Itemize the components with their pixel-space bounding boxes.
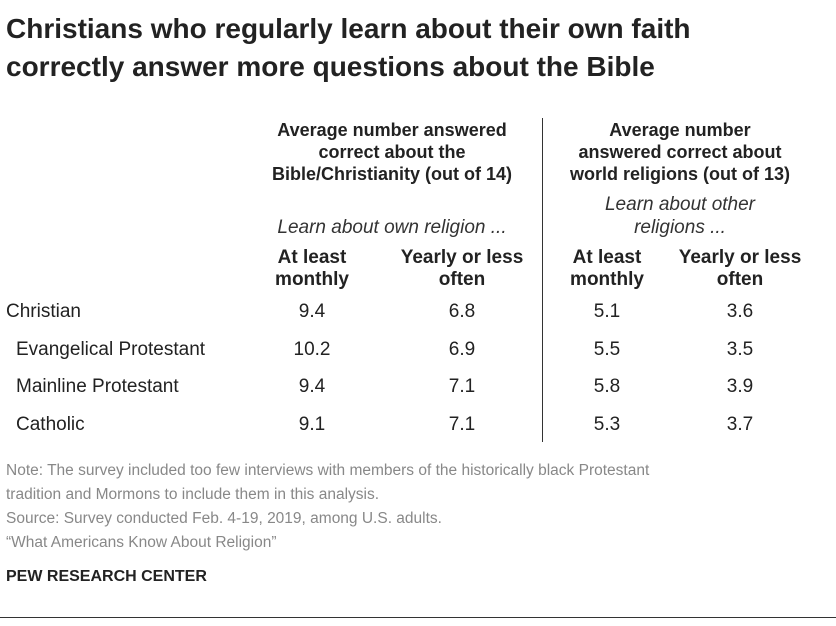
note: Note: The survey included too few interv…: [6, 462, 650, 479]
cell-value: 7.1: [448, 413, 476, 435]
cell-value: 5.8: [593, 376, 621, 397]
cell-value: 9.4: [298, 301, 326, 322]
row-label: Evangelical Protestant: [16, 338, 206, 360]
group-header: answered correct about: [578, 142, 782, 162]
group-header: correct about the: [318, 142, 466, 162]
column-header: Yearly or less: [678, 247, 802, 268]
cell-value: 3.5: [726, 338, 754, 360]
column-header: Yearly or less: [400, 247, 524, 268]
cell-value: 3.7: [726, 413, 754, 435]
footer: PEW RESEARCH CENTER: [6, 568, 207, 585]
title: correctly answer more questions about th…: [6, 51, 655, 82]
cell-value: 9.4: [298, 376, 326, 397]
cell-value: 3.6: [726, 301, 754, 322]
cell-value: 5.1: [593, 301, 621, 322]
note: Source: Survey conducted Feb. 4-19, 2019…: [6, 510, 442, 527]
note: “What Americans Know About Religion”: [6, 534, 277, 551]
title: Christians who regularly learn about the…: [6, 13, 691, 44]
divider: [542, 118, 543, 442]
column-header: At least: [277, 247, 347, 268]
cell-value: 3.9: [726, 376, 754, 397]
cell-value: 10.2: [293, 338, 331, 360]
column-header: often: [716, 269, 764, 290]
column-header: monthly: [275, 269, 349, 290]
cell-value: 5.5: [593, 338, 621, 360]
cell-value: 9.1: [298, 413, 326, 435]
row-label: Christian: [6, 301, 81, 322]
group-header: world religions (out of 13): [570, 164, 790, 184]
note: tradition and Mormons to include them in…: [6, 486, 380, 503]
column-header: monthly: [570, 269, 644, 290]
row-label: Catholic: [16, 413, 85, 435]
group-subheader: Learn about other: [604, 194, 756, 215]
group-header: Average number: [609, 120, 751, 140]
column-header: often: [438, 269, 486, 290]
group-header: Average number answered: [277, 120, 507, 140]
column-header: At least: [572, 247, 642, 268]
cell-value: 5.3: [593, 413, 621, 435]
cell-value: 6.9: [448, 338, 476, 360]
bottom-rule: [0, 617, 836, 618]
group-header: Bible/Christianity (out of 14): [271, 164, 513, 184]
row-label: Mainline Protestant: [16, 376, 179, 397]
group-subheader: religions ...: [634, 217, 726, 238]
group-subheader: Learn about own religion ...: [277, 217, 507, 238]
cell-value: 7.1: [448, 376, 476, 397]
cell-value: 6.8: [448, 301, 476, 322]
